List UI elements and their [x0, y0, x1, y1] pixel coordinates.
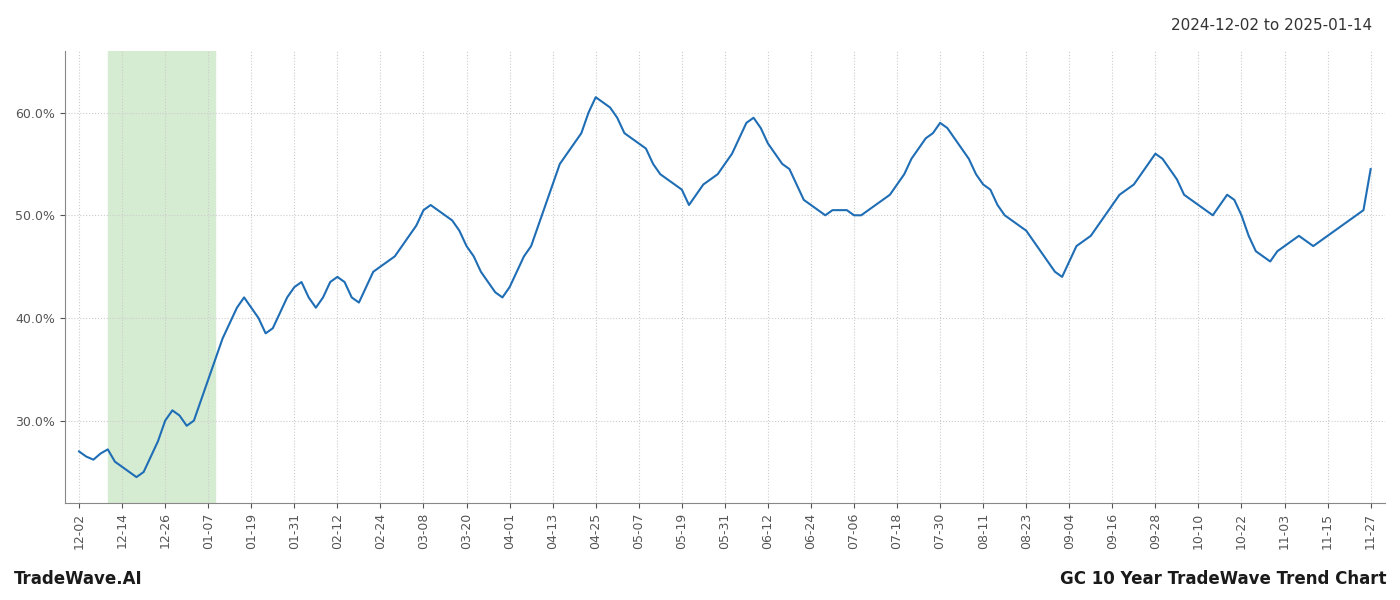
Text: 2024-12-02 to 2025-01-14: 2024-12-02 to 2025-01-14	[1170, 18, 1372, 33]
Text: TradeWave.AI: TradeWave.AI	[14, 570, 143, 588]
Text: GC 10 Year TradeWave Trend Chart: GC 10 Year TradeWave Trend Chart	[1060, 570, 1386, 588]
Bar	[108, 51, 216, 503]
